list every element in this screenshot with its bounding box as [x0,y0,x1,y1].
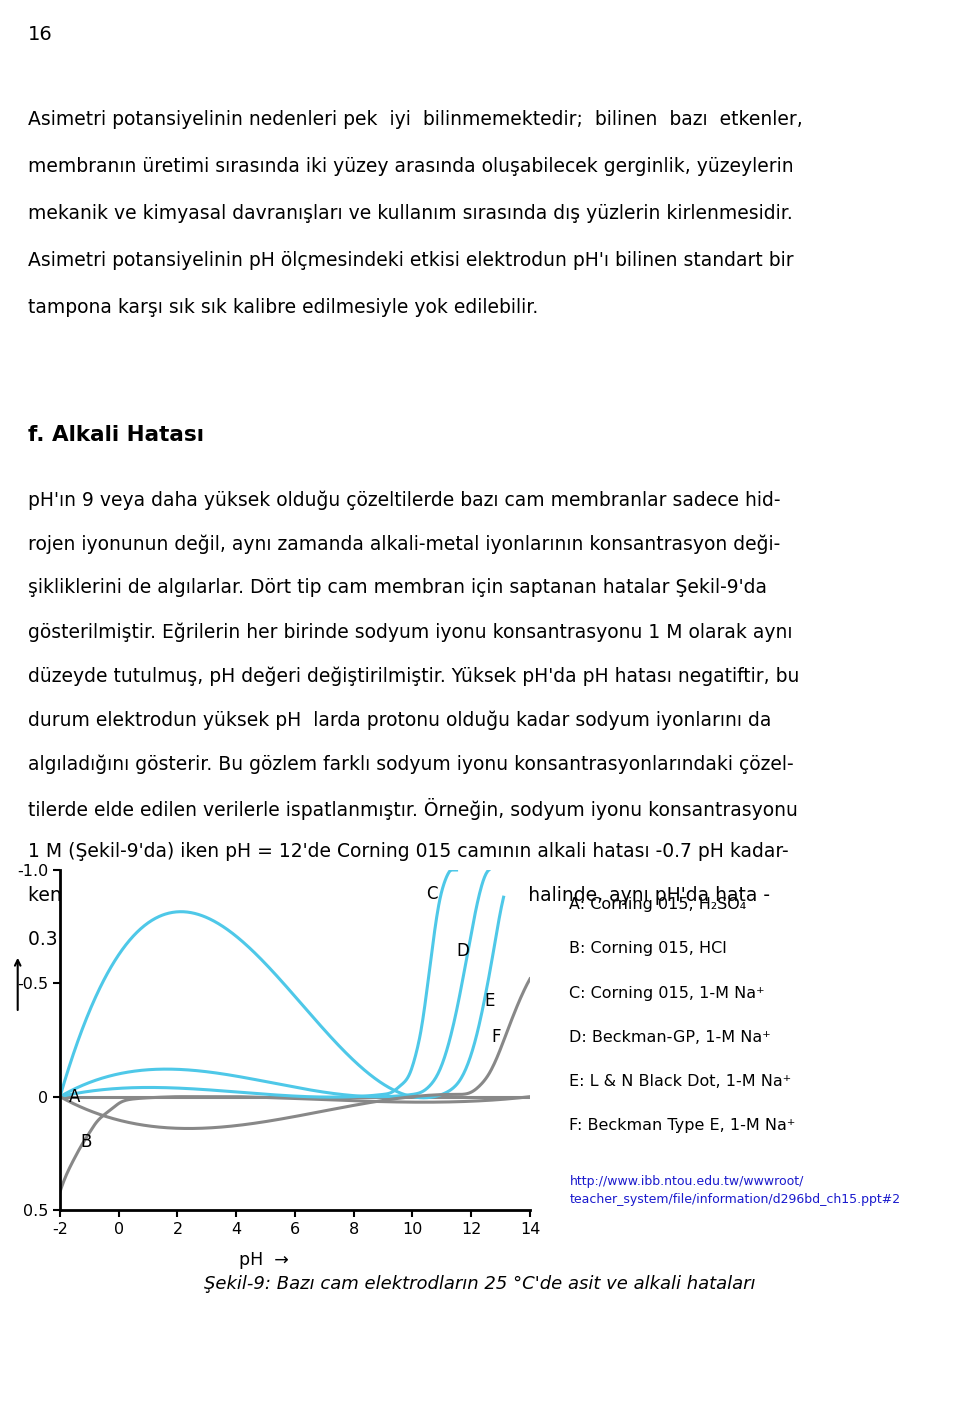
Text: rojen iyonunun değil, aynı zamanda alkali-metal iyonlarının konsantrasyon deği-: rojen iyonunun değil, aynı zamanda alkal… [28,534,780,554]
Text: E: E [485,993,494,1010]
Text: mekanik ve kimyasal davranışları ve kullanım sırasında dış yüzlerin kirlenmesidi: mekanik ve kimyasal davranışları ve kull… [28,204,793,223]
Text: C: C [425,886,437,903]
Text: E: L & N Black Dot, 1-M Na⁺: E: L & N Black Dot, 1-M Na⁺ [569,1074,791,1089]
Text: f. Alkali Hatası: f. Alkali Hatası [28,425,204,444]
Text: gösterilmiştir. Eğrilerin her birinde sodyum iyonu konsantrasyonu 1 M olarak ayn: gösterilmiştir. Eğrilerin her birinde so… [28,622,793,642]
Text: D: D [457,941,469,960]
Text: Şekil-9: Bazı cam elektrodların 25 °C'de asit ve alkali hataları: Şekil-9: Bazı cam elektrodların 25 °C'de… [204,1275,756,1294]
Text: tampona karşı sık sık kalibre edilmesiyle yok edilebilir.: tampona karşı sık sık kalibre edilmesiyl… [28,298,539,317]
Text: A: A [69,1088,81,1106]
Text: B: Corning 015, HCl: B: Corning 015, HCl [569,941,727,957]
Text: pH  →: pH → [239,1251,288,1269]
Text: algıladığını gösterir. Bu gözlem farklı sodyum iyonu konsantrasyonlarındaki çöze: algıladığını gösterir. Bu gözlem farklı … [28,754,794,774]
Text: 0.3 pH'dır.: 0.3 pH'dır. [28,930,124,949]
Text: düzeyde tutulmuş, pH değeri değiştirilmiştir. Yüksek pH'da pH hatası negatiftir,: düzeyde tutulmuş, pH değeri değiştirilmi… [28,666,800,686]
Text: A: Corning 015, H₂SO₄: A: Corning 015, H₂SO₄ [569,897,747,912]
Text: C: Corning 015, 1-M Na⁺: C: Corning 015, 1-M Na⁺ [569,985,765,1001]
Text: B: B [81,1133,92,1150]
Text: F: F [492,1028,501,1047]
Text: tilerde elde edilen verilerle ispatlanmıştır. Örneğin, sodyum iyonu konsantrasyo: tilerde elde edilen verilerle ispatlanmı… [28,798,798,819]
Text: Asimetri potansiyelinin pH ölçmesindeki etkisi elektrodun pH'ı bilinen standart : Asimetri potansiyelinin pH ölçmesindeki … [28,251,794,270]
Text: pH'ın 9 veya daha yüksek olduğu çözeltilerde bazı cam membranlar sadece hid-: pH'ın 9 veya daha yüksek olduğu çözeltil… [28,490,780,510]
Text: D: Beckman-GP, 1-M Na⁺: D: Beckman-GP, 1-M Na⁺ [569,1030,771,1045]
Text: şikliklerini de algılarlar. Dört tip cam membran için saptanan hatalar Şekil-9'd: şikliklerini de algılarlar. Dört tip cam… [28,578,767,596]
Text: membranın üretimi sırasında iki yüzey arasında oluşabilecek gerginlik, yüzeyleri: membranın üretimi sırasında iki yüzey ar… [28,158,794,176]
Text: F: Beckman Type E, 1-M Na⁺: F: Beckman Type E, 1-M Na⁺ [569,1118,796,1133]
Text: ken, sodyum iyonu konsantrasyonunun 0.1 M olması halinde, aynı pH'da hata -: ken, sodyum iyonu konsantrasyonunun 0.1 … [28,886,770,905]
Text: durum elektrodun yüksek pH  larda protonu olduğu kadar sodyum iyonlarını da: durum elektrodun yüksek pH larda protonu… [28,710,772,730]
Text: Asimetri potansiyelinin nedenleri pek  iyi  bilinmemektedir;  bilinen  bazı  etk: Asimetri potansiyelinin nedenleri pek iy… [28,109,803,129]
Text: 16: 16 [28,26,53,44]
Text: 1 M (Şekil-9'da) iken pH = 12'de Corning 015 camının alkali hatası -0.7 pH kadar: 1 M (Şekil-9'da) iken pH = 12'de Corning… [28,842,788,861]
Text: http://www.ibb.ntou.edu.tw/wwwroot/
teacher_system/file/information/d296bd_ch15.: http://www.ibb.ntou.edu.tw/wwwroot/ teac… [570,1174,901,1206]
